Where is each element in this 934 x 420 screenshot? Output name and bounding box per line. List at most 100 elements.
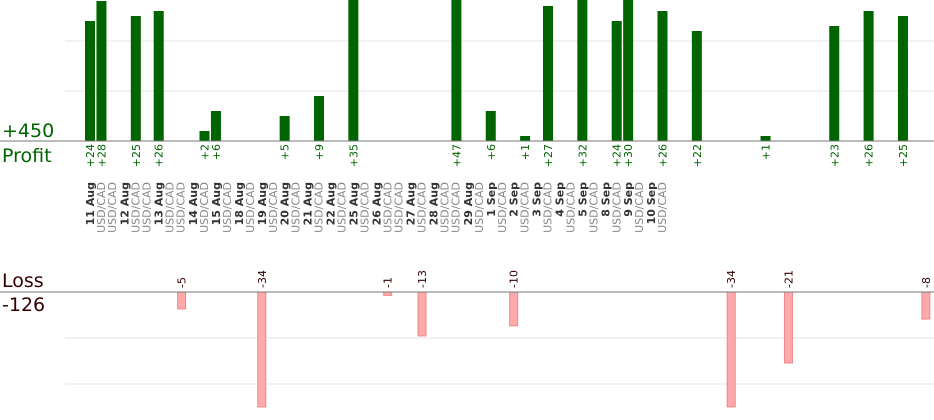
profit-value-label: +26	[153, 144, 166, 167]
profit-value-label: +47	[450, 144, 463, 167]
pair-label: USD/CAD	[610, 182, 623, 233]
pair-label: USD/CAD	[335, 182, 348, 233]
date-label: 12 Aug	[118, 182, 131, 225]
profit-value-label: +27	[542, 144, 555, 167]
profit-value-label: +24	[611, 144, 624, 167]
profit-bar	[130, 16, 141, 141]
profit-bar	[691, 31, 702, 141]
date-label: 4 Sep	[553, 182, 566, 217]
profit-value-label: +1	[760, 144, 773, 160]
pair-label: USD/CAD	[198, 182, 211, 233]
date-label: 3 Sep	[531, 182, 544, 217]
date-label: 28 Aug	[428, 182, 441, 225]
date-label: 13 Aug	[153, 182, 166, 225]
pair-label: USD/CAD	[313, 182, 326, 233]
pair-label: USD/CAD	[381, 182, 394, 233]
pair-label: USD/CAD	[564, 182, 577, 233]
profit-bar	[577, 0, 588, 141]
profit-bar	[210, 111, 221, 141]
date-label: 27 Aug	[405, 182, 418, 225]
profit-bar	[897, 16, 908, 141]
date-label: 14 Aug	[187, 182, 200, 225]
pair-label: USD/CAD	[656, 182, 669, 233]
pair-label: USD/CAD	[140, 182, 153, 233]
profit-value-label: +2	[199, 144, 212, 160]
date-label: 5 Sep	[576, 182, 589, 217]
loss-value-label: -5	[176, 277, 189, 288]
loss-total: -126	[2, 294, 46, 316]
date-label: 1 Sep	[485, 182, 498, 217]
pair-label: USD/CAD	[450, 182, 463, 233]
pair-label: USD/CAD	[221, 182, 234, 233]
pair-label: USD/CAD	[358, 182, 371, 233]
loss-value-label: -8	[920, 277, 933, 288]
pair-label: USD/CAD	[290, 182, 303, 233]
profit-bar	[863, 11, 874, 141]
profit-value-label: +1	[519, 144, 532, 160]
pair-label: USD/CAD	[95, 182, 108, 233]
date-label: 10 Sep	[645, 182, 658, 225]
loss-bar	[921, 291, 931, 320]
profit-value-label: +32	[576, 144, 589, 167]
pair-label: USD/CAD	[439, 182, 452, 233]
loss-bar	[417, 291, 427, 337]
profit-value-label: +25	[897, 144, 910, 167]
date-label: 18 Aug	[233, 182, 246, 225]
profit-value-label: +23	[828, 144, 841, 167]
profit-bar	[829, 26, 840, 141]
profit-label: Profit	[2, 145, 52, 167]
pair-label: USD/CAD	[519, 182, 532, 233]
profit-value-label: +26	[657, 144, 670, 167]
pair-label: USD/CAD	[267, 182, 280, 233]
pair-label: USD/CAD	[164, 182, 177, 233]
profit-value-label: +35	[347, 144, 360, 167]
pair-label: USD/CAD	[542, 182, 555, 233]
loss-value-label: -34	[256, 270, 269, 288]
date-label: 21 Aug	[302, 182, 315, 225]
loss-bar	[383, 291, 393, 296]
profit-value-label: +28	[95, 144, 108, 167]
profit-value-label: +24	[84, 144, 97, 167]
date-label: 8 Sep	[599, 182, 612, 217]
profit-bar	[314, 96, 324, 141]
date-label: 20 Aug	[279, 182, 292, 225]
profit-bar	[85, 21, 95, 141]
profit-bar	[199, 131, 210, 141]
pair-label: USD/CAD	[587, 182, 600, 233]
pair-label: USD/CAD	[129, 182, 142, 233]
pair-label: USD/CAD	[496, 182, 509, 233]
loss-value-label: -34	[725, 270, 738, 288]
pair-label: USD/CAD	[473, 182, 486, 233]
date-label: 19 Aug	[256, 182, 269, 225]
loss-label: Loss	[2, 270, 44, 292]
loss-bar	[257, 291, 267, 408]
profit-value-label: +26	[863, 144, 876, 167]
profit-bar	[279, 116, 290, 141]
pair-label: USD/CAD	[244, 182, 257, 233]
profit-value-label: +6	[485, 144, 498, 160]
loss-value-label: -21	[782, 270, 795, 288]
profit-bar	[520, 136, 531, 141]
profit-bar	[451, 0, 462, 141]
loss-value-label: -1	[382, 277, 395, 288]
loss-bar	[509, 291, 519, 327]
profit-bar	[348, 0, 359, 141]
profit-bar	[153, 11, 164, 141]
pair-label: USD/CAD	[633, 182, 646, 233]
date-label: 25 Aug	[347, 182, 360, 225]
profit-bar	[485, 111, 496, 141]
profit-value-label: +30	[622, 144, 635, 167]
date-label: 11 Aug	[84, 182, 97, 225]
date-label: 9 Sep	[622, 182, 635, 217]
profit-bar	[543, 6, 553, 141]
profit-value-label: +25	[130, 144, 143, 167]
pair-label: USD/CAD	[416, 182, 429, 233]
date-label: 22 Aug	[324, 182, 337, 225]
date-label: 2 Sep	[508, 182, 521, 217]
loss-value-label: -10	[508, 270, 521, 288]
pair-label: USD/CAD	[392, 182, 405, 233]
profit-value-label: +22	[691, 144, 704, 167]
profit-bar	[611, 21, 622, 141]
profit-value-label: +9	[313, 144, 326, 160]
